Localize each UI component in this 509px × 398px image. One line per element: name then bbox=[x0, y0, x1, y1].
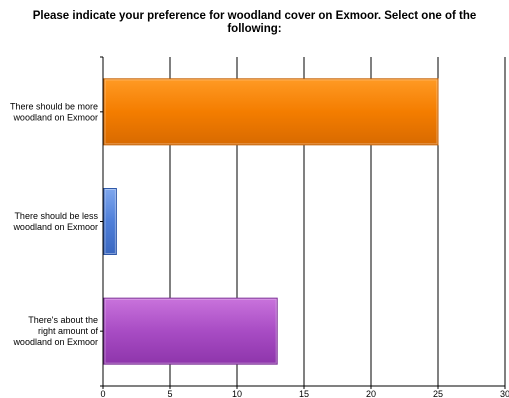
bar-highlight-2 bbox=[104, 189, 116, 254]
x-tick-label-10: 10 bbox=[232, 389, 242, 398]
category-label-1: There should be more woodland on Exmoor bbox=[10, 101, 98, 122]
category-label-3: There's about the right amount of woodland… bbox=[12, 315, 98, 347]
bar-1 bbox=[103, 78, 439, 146]
x-tick-label-0: 0 bbox=[100, 389, 105, 398]
bars bbox=[103, 78, 439, 365]
axes bbox=[100, 56, 506, 389]
bar-3 bbox=[103, 297, 278, 365]
bar-highlight-1 bbox=[104, 79, 438, 145]
x-tick-label-30: 30 bbox=[500, 389, 509, 398]
chart-title-line-2: following: bbox=[227, 23, 282, 35]
bar-highlight-3 bbox=[104, 298, 277, 364]
tick-labels: 0 5 10 15 20 25 30 bbox=[100, 389, 509, 398]
bar-2 bbox=[103, 188, 117, 255]
x-tick-label-15: 15 bbox=[299, 389, 309, 398]
chart-title: Please indicate your preference for wood… bbox=[0, 10, 509, 36]
x-tick-label-25: 25 bbox=[433, 389, 443, 398]
x-tick-label-20: 20 bbox=[366, 389, 376, 398]
category-label-2: There should be less woodland on Exmoor bbox=[12, 211, 98, 232]
category-labels: There should be more woodland on Exmoor Th… bbox=[10, 101, 99, 347]
x-tick-label-5: 5 bbox=[167, 389, 172, 398]
chart-title-line-1: Please indicate your preference for wood… bbox=[32, 10, 477, 22]
